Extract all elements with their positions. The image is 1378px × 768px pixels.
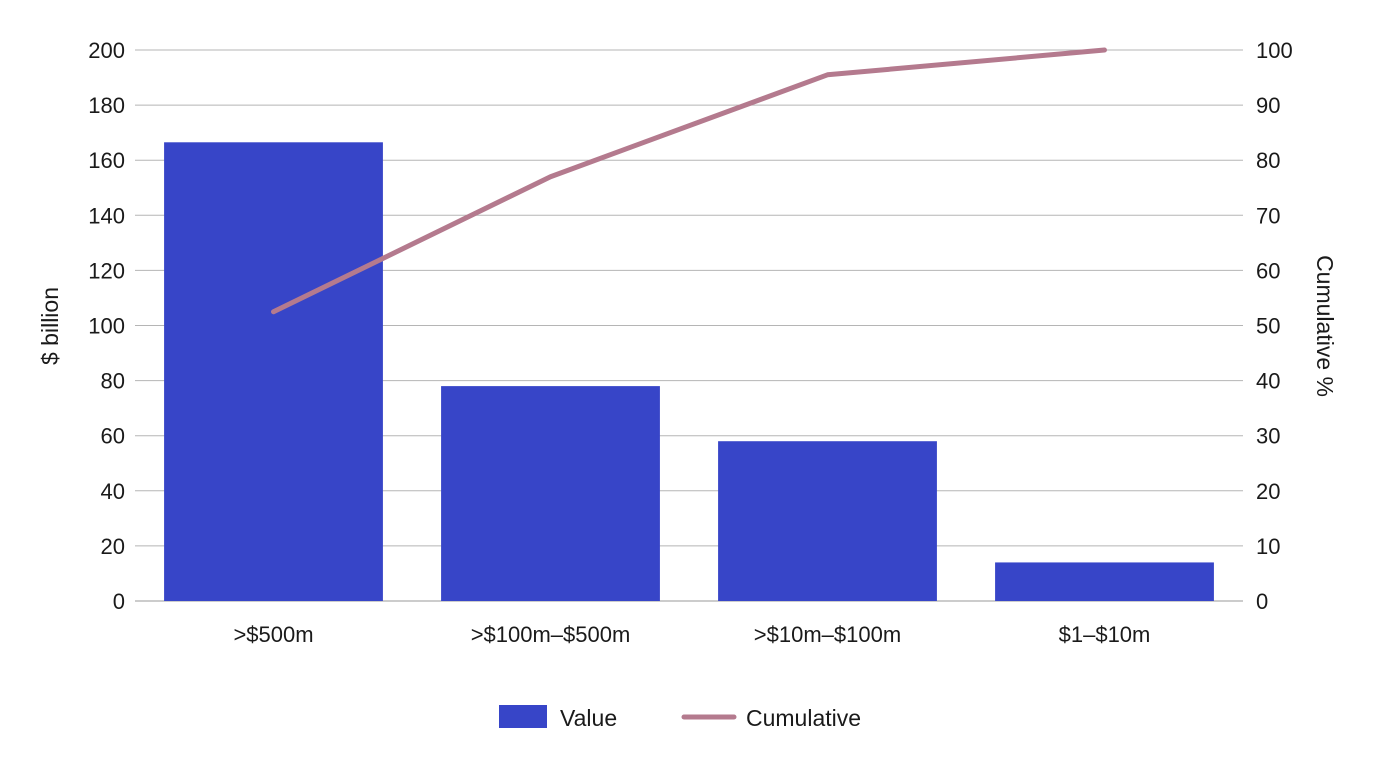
legend-label-cumulative: Cumulative [746, 705, 861, 731]
legend-swatch-value [499, 705, 547, 728]
left-tick-label: 180 [88, 93, 125, 118]
cumulative-line [271, 47, 1107, 315]
x-axis-ticks: >$500m >$100m–$500m >$10m–$100m $1–$10m [233, 622, 1150, 647]
right-tick-label: 50 [1256, 314, 1280, 339]
x-tick-label: >$100m–$500m [471, 622, 631, 647]
line-series [271, 47, 1107, 315]
left-axis-title: $ billion [37, 287, 63, 365]
legend-label-value: Value [560, 705, 617, 731]
left-tick-label: 20 [101, 534, 125, 559]
right-tick-label: 60 [1256, 258, 1280, 283]
bar [164, 142, 383, 602]
left-axis-ticks: 0 20 40 60 80 100 120 140 160 180 200 [88, 38, 125, 614]
right-tick-label: 70 [1256, 203, 1280, 228]
left-tick-label: 140 [88, 203, 125, 228]
right-tick-label: 20 [1256, 479, 1280, 504]
left-tick-label: 80 [101, 369, 125, 394]
left-tick-label: 120 [88, 258, 125, 283]
x-tick-label: >$500m [233, 622, 313, 647]
left-tick-label: 60 [101, 424, 125, 449]
right-tick-label: 100 [1256, 38, 1293, 63]
right-axis-title: Cumulative % [1312, 255, 1338, 397]
bar [995, 562, 1214, 601]
right-tick-label: 40 [1256, 369, 1280, 394]
right-tick-label: 90 [1256, 93, 1280, 118]
x-tick-label: $1–$10m [1059, 622, 1151, 647]
bar-series [164, 142, 1214, 602]
left-tick-label: 40 [101, 479, 125, 504]
right-tick-label: 0 [1256, 589, 1268, 614]
bar [718, 441, 937, 601]
right-tick-label: 30 [1256, 424, 1280, 449]
legend: Value Cumulative [499, 705, 861, 731]
left-tick-label: 0 [113, 589, 125, 614]
left-tick-label: 200 [88, 38, 125, 63]
right-tick-label: 10 [1256, 534, 1280, 559]
x-tick-label: >$10m–$100m [754, 622, 901, 647]
bar [441, 386, 660, 601]
right-axis-ticks: 0 10 20 30 40 50 60 70 80 90 100 [1256, 38, 1293, 614]
right-tick-label: 80 [1256, 148, 1280, 173]
left-tick-label: 100 [88, 314, 125, 339]
left-tick-label: 160 [88, 148, 125, 173]
